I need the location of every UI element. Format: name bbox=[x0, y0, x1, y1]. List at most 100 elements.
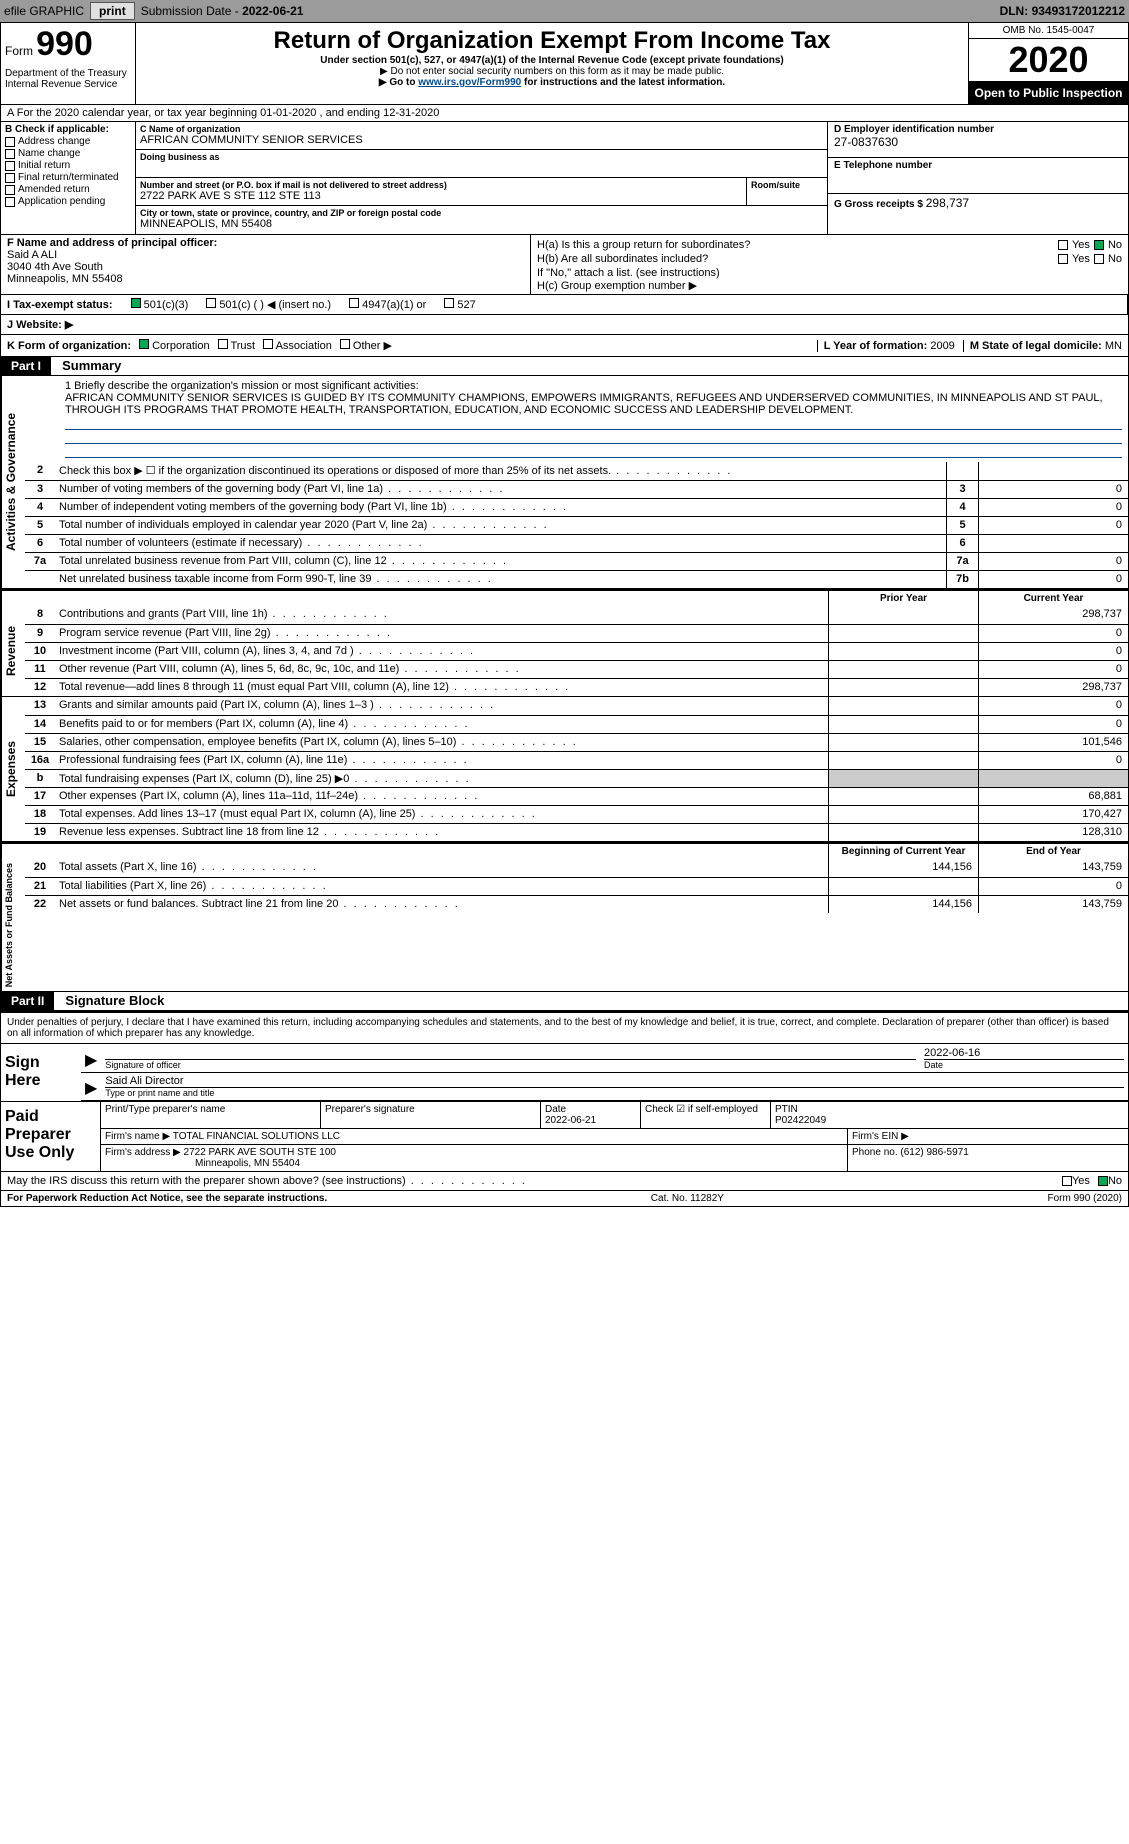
org-name: AFRICAN COMMUNITY SENIOR SERVICES bbox=[140, 134, 823, 146]
sign-here-block: Sign Here ▶ Signature of officer 2022-06… bbox=[1, 1043, 1128, 1101]
table-row: 8Contributions and grants (Part VIII, li… bbox=[25, 606, 1128, 624]
part1-header: Part I Summary bbox=[1, 357, 1128, 376]
footer: For Paperwork Reduction Act Notice, see … bbox=[1, 1190, 1128, 1206]
arrow-icon: ▶ bbox=[85, 1050, 97, 1070]
table-row: Net unrelated business taxable income fr… bbox=[25, 570, 1128, 588]
net-assets-section: Net Assets or Fund Balances 20Total asse… bbox=[1, 859, 1128, 992]
officer-name: Said Ali Director bbox=[105, 1075, 1124, 1088]
row-a-taxyear: A For the 2020 calendar year, or tax yea… bbox=[1, 105, 1128, 122]
year-box: OMB No. 1545-0047 2020 Open to Public In… bbox=[968, 23, 1128, 104]
chk-final-return[interactable]: Final return/terminated bbox=[5, 172, 131, 183]
table-row: 9Program service revenue (Part VIII, lin… bbox=[25, 624, 1128, 642]
table-row: 19Revenue less expenses. Subtract line 1… bbox=[25, 823, 1128, 841]
discuss-no[interactable] bbox=[1098, 1176, 1108, 1186]
mission-text: AFRICAN COMMUNITY SENIOR SERVICES IS GUI… bbox=[65, 392, 1122, 416]
chk-other[interactable] bbox=[340, 339, 350, 349]
hb-yes[interactable] bbox=[1058, 254, 1068, 264]
omb-number: OMB No. 1545-0047 bbox=[969, 23, 1128, 39]
efile-label: efile GRAPHIC bbox=[4, 4, 84, 18]
chk-corp[interactable] bbox=[139, 339, 149, 349]
activities-governance: Activities & Governance 1 Briefly descri… bbox=[1, 376, 1128, 589]
discuss-yes[interactable] bbox=[1062, 1176, 1072, 1186]
col-c-orginfo: C Name of organization AFRICAN COMMUNITY… bbox=[136, 122, 828, 234]
table-row: 3Number of voting members of the governi… bbox=[25, 480, 1128, 498]
ptin: P02422049 bbox=[775, 1115, 826, 1126]
table-row: 7aTotal unrelated business revenue from … bbox=[25, 552, 1128, 570]
print-button[interactable]: print bbox=[90, 2, 135, 20]
discuss-row: May the IRS discuss this return with the… bbox=[1, 1171, 1128, 1190]
principal-officer: F Name and address of principal officer:… bbox=[1, 235, 531, 294]
title-box: Return of Organization Exempt From Incom… bbox=[136, 23, 968, 104]
table-row: 21Total liabilities (Part X, line 26)0 bbox=[25, 877, 1128, 895]
table-row: 13Grants and similar amounts paid (Part … bbox=[25, 697, 1128, 715]
chk-trust[interactable] bbox=[218, 339, 228, 349]
mission-block: 1 Briefly describe the organization's mi… bbox=[25, 376, 1128, 462]
form-page: Form 990 Department of the Treasury Inte… bbox=[0, 22, 1129, 1207]
sign-date: 2022-06-16 bbox=[924, 1047, 1124, 1060]
expenses-section: Expenses 13Grants and similar amounts pa… bbox=[1, 697, 1128, 842]
signature-declaration: Under penalties of perjury, I declare th… bbox=[1, 1011, 1128, 1043]
ein: 27-0837630 bbox=[834, 135, 1122, 149]
chk-app-pending[interactable]: Application pending bbox=[5, 196, 131, 207]
form-number-box: Form 990 Department of the Treasury Inte… bbox=[1, 23, 136, 104]
table-row: 22Net assets or fund balances. Subtract … bbox=[25, 895, 1128, 913]
irs-link[interactable]: www.irs.gov/Form990 bbox=[418, 77, 521, 88]
table-row: 15Salaries, other compensation, employee… bbox=[25, 733, 1128, 751]
main-info: B Check if applicable: Address change Na… bbox=[1, 122, 1128, 235]
chk-initial-return[interactable]: Initial return bbox=[5, 160, 131, 171]
state-domicile: MN bbox=[1105, 340, 1122, 352]
table-row: 16aProfessional fundraising fees (Part I… bbox=[25, 751, 1128, 769]
paid-preparer-block: Paid Preparer Use Only Print/Type prepar… bbox=[1, 1101, 1128, 1171]
col-b-checkboxes: B Check if applicable: Address change Na… bbox=[1, 122, 136, 234]
gross-receipts: 298,737 bbox=[926, 196, 969, 210]
row-k: K Form of organization: Corporation Trus… bbox=[1, 335, 1128, 357]
row-j-website: J Website: ▶ bbox=[1, 315, 1128, 335]
prep-date: 2022-06-21 bbox=[545, 1115, 596, 1126]
chk-501c[interactable] bbox=[206, 298, 216, 308]
chk-amended[interactable]: Amended return bbox=[5, 184, 131, 195]
chk-assoc[interactable] bbox=[263, 339, 273, 349]
table-row: 17Other expenses (Part IX, column (A), l… bbox=[25, 787, 1128, 805]
firm-address: 2722 PARK AVE SOUTH STE 100 bbox=[184, 1147, 336, 1158]
dln: DLN: 93493172012212 bbox=[1000, 4, 1125, 18]
col-de: D Employer identification number 27-0837… bbox=[828, 122, 1128, 234]
group-return: H(a) Is this a group return for subordin… bbox=[531, 235, 1128, 294]
chk-4947[interactable] bbox=[349, 298, 359, 308]
arrow-icon: ▶ bbox=[85, 1078, 97, 1098]
table-row: 5Total number of individuals employed in… bbox=[25, 516, 1128, 534]
table-row: 14Benefits paid to or for members (Part … bbox=[25, 715, 1128, 733]
org-city: Minneapolis, MN 55408 bbox=[140, 218, 823, 230]
revenue-section: Revenue 8Contributions and grants (Part … bbox=[1, 606, 1128, 697]
subdate-label: Submission Date - 2022-06-21 bbox=[141, 4, 304, 18]
part2-header: Part II Signature Block bbox=[1, 992, 1128, 1011]
chk-address-change[interactable]: Address change bbox=[5, 136, 131, 147]
hb-no[interactable] bbox=[1094, 254, 1104, 264]
tax-year: 2020 bbox=[969, 39, 1128, 82]
firm-phone: Phone no. (612) 986-5971 bbox=[848, 1145, 1128, 1171]
begin-end-header: Beginning of Current Year End of Year bbox=[1, 842, 1128, 859]
table-row: 2Check this box ▶ ☐ if the organization … bbox=[25, 462, 1128, 480]
year-formation: 2009 bbox=[930, 340, 954, 352]
firm-name: TOTAL FINANCIAL SOLUTIONS LLC bbox=[173, 1131, 340, 1142]
table-row: 11Other revenue (Part VIII, column (A), … bbox=[25, 660, 1128, 678]
table-row: 20Total assets (Part X, line 16)144,1561… bbox=[25, 859, 1128, 877]
ha-no[interactable] bbox=[1094, 240, 1104, 250]
chk-527[interactable] bbox=[444, 298, 454, 308]
org-address: 2722 PARK AVE S Ste 112 STE 113 bbox=[140, 190, 742, 202]
chk-name-change[interactable]: Name change bbox=[5, 148, 131, 159]
table-row: 4Number of independent voting members of… bbox=[25, 498, 1128, 516]
table-row: 12Total revenue—add lines 8 through 11 (… bbox=[25, 678, 1128, 696]
open-to-public: Open to Public Inspection bbox=[969, 82, 1128, 104]
table-row: 18Total expenses. Add lines 13–17 (must … bbox=[25, 805, 1128, 823]
prior-current-header: Prior Year Current Year bbox=[1, 589, 1128, 606]
table-row: 10Investment income (Part VIII, column (… bbox=[25, 642, 1128, 660]
row-i-tax-status: I Tax-exempt status: 501(c)(3) 501(c) ( … bbox=[1, 295, 1128, 315]
row-fh: F Name and address of principal officer:… bbox=[1, 235, 1128, 295]
form-header: Form 990 Department of the Treasury Inte… bbox=[1, 23, 1128, 105]
topbar: efile GRAPHIC print Submission Date - 20… bbox=[0, 0, 1129, 22]
table-row: 6Total number of volunteers (estimate if… bbox=[25, 534, 1128, 552]
form-title: Return of Organization Exempt From Incom… bbox=[140, 27, 964, 55]
chk-501c3[interactable] bbox=[131, 298, 141, 308]
instructions-link-row: ▶ Go to www.irs.gov/Form990 for instruct… bbox=[140, 77, 964, 88]
ha-yes[interactable] bbox=[1058, 240, 1068, 250]
